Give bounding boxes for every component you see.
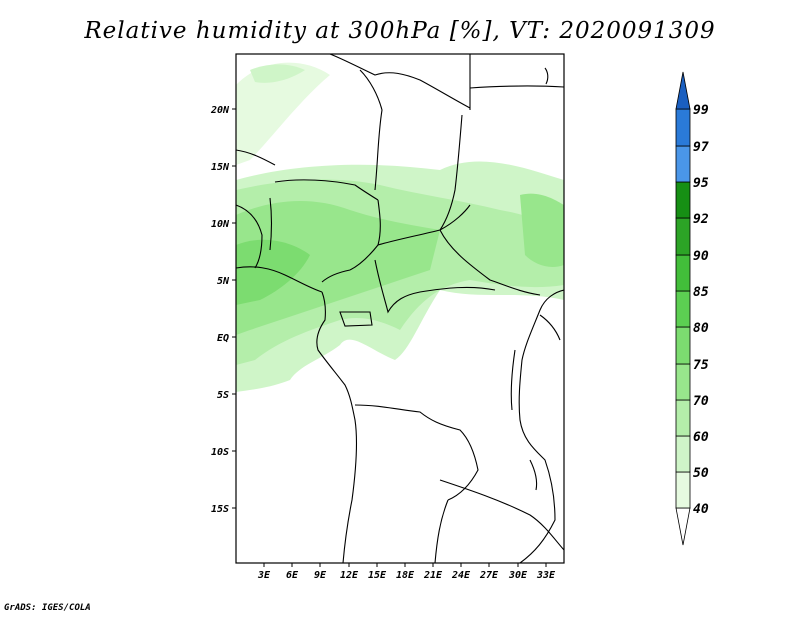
lat-label: 5N [217,276,230,287]
colorbar-label: 97 [693,140,709,155]
axis-ticks [232,108,547,567]
colorbar-segment [675,181,691,219]
colorbar-label: 85 [693,285,709,300]
humidity-patch-75 [236,200,440,335]
country-borders [236,54,564,563]
colorbar-label: 80 [693,321,709,336]
colorbar-label: 70 [693,394,709,409]
lat-label: 15S [211,504,229,515]
lat-label: EQ [217,333,229,344]
colorbar-label: 92 [693,212,709,227]
map-title: Relative humidity at 300hPa [%], VT: 202… [84,18,716,44]
lat-label: 20N [210,105,230,116]
lat-label: 5S [217,390,229,401]
humidity-patch-north-light [250,64,305,83]
colorbar-segment [675,290,691,328]
colorbar [675,71,691,546]
lat-label: 10S [211,447,229,458]
lat-label: 10N [211,219,230,230]
lon-label: 9E [314,570,327,581]
humidity-field [236,62,564,392]
lon-label: 27E [479,570,499,581]
colorbar-label: 90 [693,249,709,264]
lon-label: 15E [368,570,387,581]
humidity-band-north [236,62,330,165]
colorbar-segment [675,326,691,365]
colorbar-segment [675,108,691,147]
lon-label: 30E [508,570,528,581]
colorbar-label: 95 [693,176,709,191]
colorbar-label: 75 [693,358,709,373]
colorbar-segment [675,217,691,256]
colorbar-label: 50 [693,466,709,481]
lon-label: 33E [536,570,556,581]
colorbar-labels: 40 50 60 70 75 80 85 90 92 95 97 99 [693,103,709,517]
humidity-patch-80 [236,239,310,305]
lat-label: 15N [211,162,230,173]
lat-labels: 20N 15N 10N 5N EQ 5S 10S 15S [210,105,230,515]
lon-label: 3E [257,570,271,581]
lon-labels: 3E 6E 9E 12E 15E 18E 21E 24E 27E 30E 33E [257,570,556,581]
colorbar-bottom-arrow [675,507,691,546]
colorbar-label: 60 [693,430,709,445]
colorbar-segment [675,254,691,292]
lon-label: 24E [451,570,471,581]
colorbar-segment [675,399,691,437]
colorbar-label: 40 [693,502,709,517]
lon-label: 6E [286,570,299,581]
lon-label: 18E [396,570,415,581]
colorbar-label: 99 [693,103,709,118]
colorbar-top-arrow [675,71,691,110]
lon-label: 12E [340,570,359,581]
humidity-patch-east [520,193,564,267]
colorbar-segment [675,435,691,473]
grads-credit: GrADS: IGES/COLA [4,603,91,613]
colorbar-segment [675,471,691,509]
map-frame [235,53,565,564]
colorbar-segment [675,363,691,401]
colorbar-segment [675,145,691,183]
lon-label: 21E [423,570,443,581]
